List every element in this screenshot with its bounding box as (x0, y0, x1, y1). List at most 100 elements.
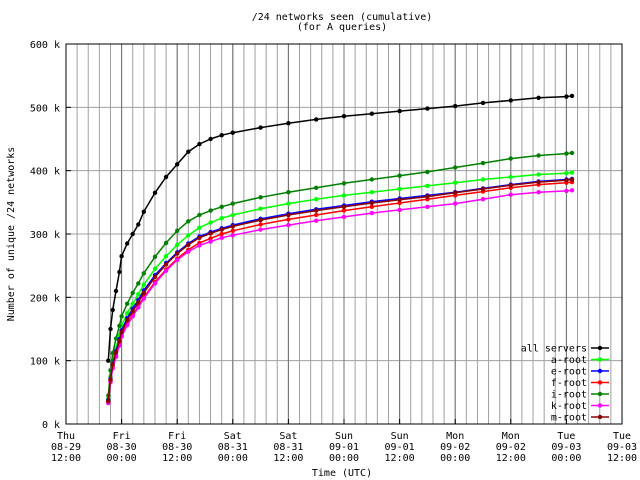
data-point (219, 216, 224, 221)
data-point (136, 292, 141, 297)
legend-marker (597, 368, 603, 374)
data-point (569, 177, 575, 182)
data-point (453, 180, 458, 185)
data-point (186, 249, 191, 254)
data-point (106, 399, 111, 404)
data-point (230, 212, 235, 218)
data-point (286, 222, 291, 228)
x-tick-label: 08-31 (218, 442, 248, 453)
data-point (117, 338, 122, 344)
data-point (508, 98, 513, 103)
legend-marker (597, 345, 603, 351)
chart-title: /24 networks seen (cumulative) (252, 12, 433, 23)
data-point (397, 197, 402, 202)
data-point (341, 214, 347, 220)
data-point (564, 151, 569, 156)
data-point (175, 162, 180, 167)
series-m-root (106, 177, 575, 404)
chart-subtitle: (for A queries) (297, 22, 387, 33)
data-point (397, 207, 402, 213)
data-point (219, 227, 224, 232)
data-point (197, 235, 202, 240)
data-point (208, 239, 213, 244)
data-point (119, 254, 124, 259)
data-point (480, 197, 486, 202)
x-tick-label: Sun (391, 431, 409, 442)
data-point (106, 358, 111, 363)
data-point (425, 183, 430, 189)
data-point (536, 95, 541, 101)
data-point (341, 193, 347, 198)
data-point (369, 204, 374, 209)
data-point (152, 254, 158, 259)
series-line (107, 178, 573, 402)
series-line (107, 189, 573, 404)
y-tick-label: 0 k (42, 420, 60, 431)
data-point (314, 208, 319, 213)
data-point (341, 114, 347, 119)
data-point (108, 377, 113, 382)
data-point (314, 218, 319, 223)
data-point (230, 201, 235, 206)
data-point (152, 274, 158, 280)
x-tick-label: 12:00 (607, 453, 637, 464)
data-point (152, 190, 158, 195)
x-tick-label: 08-29 (51, 442, 81, 453)
legend-label: e-root (551, 367, 587, 378)
data-point (130, 309, 135, 314)
data-point (136, 281, 141, 286)
data-point (230, 224, 235, 229)
data-point (136, 305, 141, 310)
x-tick-label: 09-01 (385, 442, 415, 453)
data-point (258, 217, 263, 223)
series-line (107, 178, 573, 400)
data-point (163, 240, 169, 246)
data-point (369, 111, 374, 116)
y-tick-label: 400 k (30, 167, 60, 178)
data-point (141, 296, 146, 301)
data-point (564, 94, 569, 99)
data-point (208, 231, 213, 236)
data-point (141, 209, 146, 214)
data-point (163, 262, 169, 267)
x-tick-label: Sat (279, 431, 297, 442)
data-point (208, 236, 213, 241)
data-point (130, 301, 135, 306)
x-tick-label: Fri (113, 431, 131, 442)
data-point (197, 141, 202, 147)
data-point (175, 257, 180, 263)
data-point (397, 108, 402, 114)
data-point (314, 212, 319, 218)
data-point (117, 323, 122, 328)
data-point (397, 200, 402, 206)
x-tick-label: 00:00 (218, 453, 248, 464)
data-point (258, 206, 263, 211)
data-point (186, 233, 191, 238)
data-point (186, 149, 191, 154)
data-point (453, 103, 458, 109)
data-point (508, 174, 513, 180)
data-point (230, 233, 235, 238)
x-tick-label: Mon (446, 431, 464, 442)
data-point (564, 178, 569, 183)
data-point (536, 190, 541, 195)
data-point (208, 208, 213, 213)
data-point (125, 241, 130, 246)
x-tick-label: Tue (557, 431, 575, 442)
legend-marker (597, 403, 603, 408)
series-layer (106, 93, 575, 406)
y-tick-label: 200 k (30, 293, 60, 304)
data-point (141, 290, 146, 296)
x-tick-label: 12:00 (385, 453, 415, 464)
y-tick-label: 100 k (30, 357, 60, 368)
data-point (536, 153, 541, 158)
data-point (480, 177, 486, 182)
data-point (480, 186, 486, 192)
data-point (186, 219, 191, 224)
data-point (536, 172, 541, 177)
data-point (369, 177, 374, 182)
x-axis-ticks: Thu08-2912:00Fri08-3000:00Fri08-3012:00S… (51, 419, 637, 464)
data-point (163, 254, 169, 259)
